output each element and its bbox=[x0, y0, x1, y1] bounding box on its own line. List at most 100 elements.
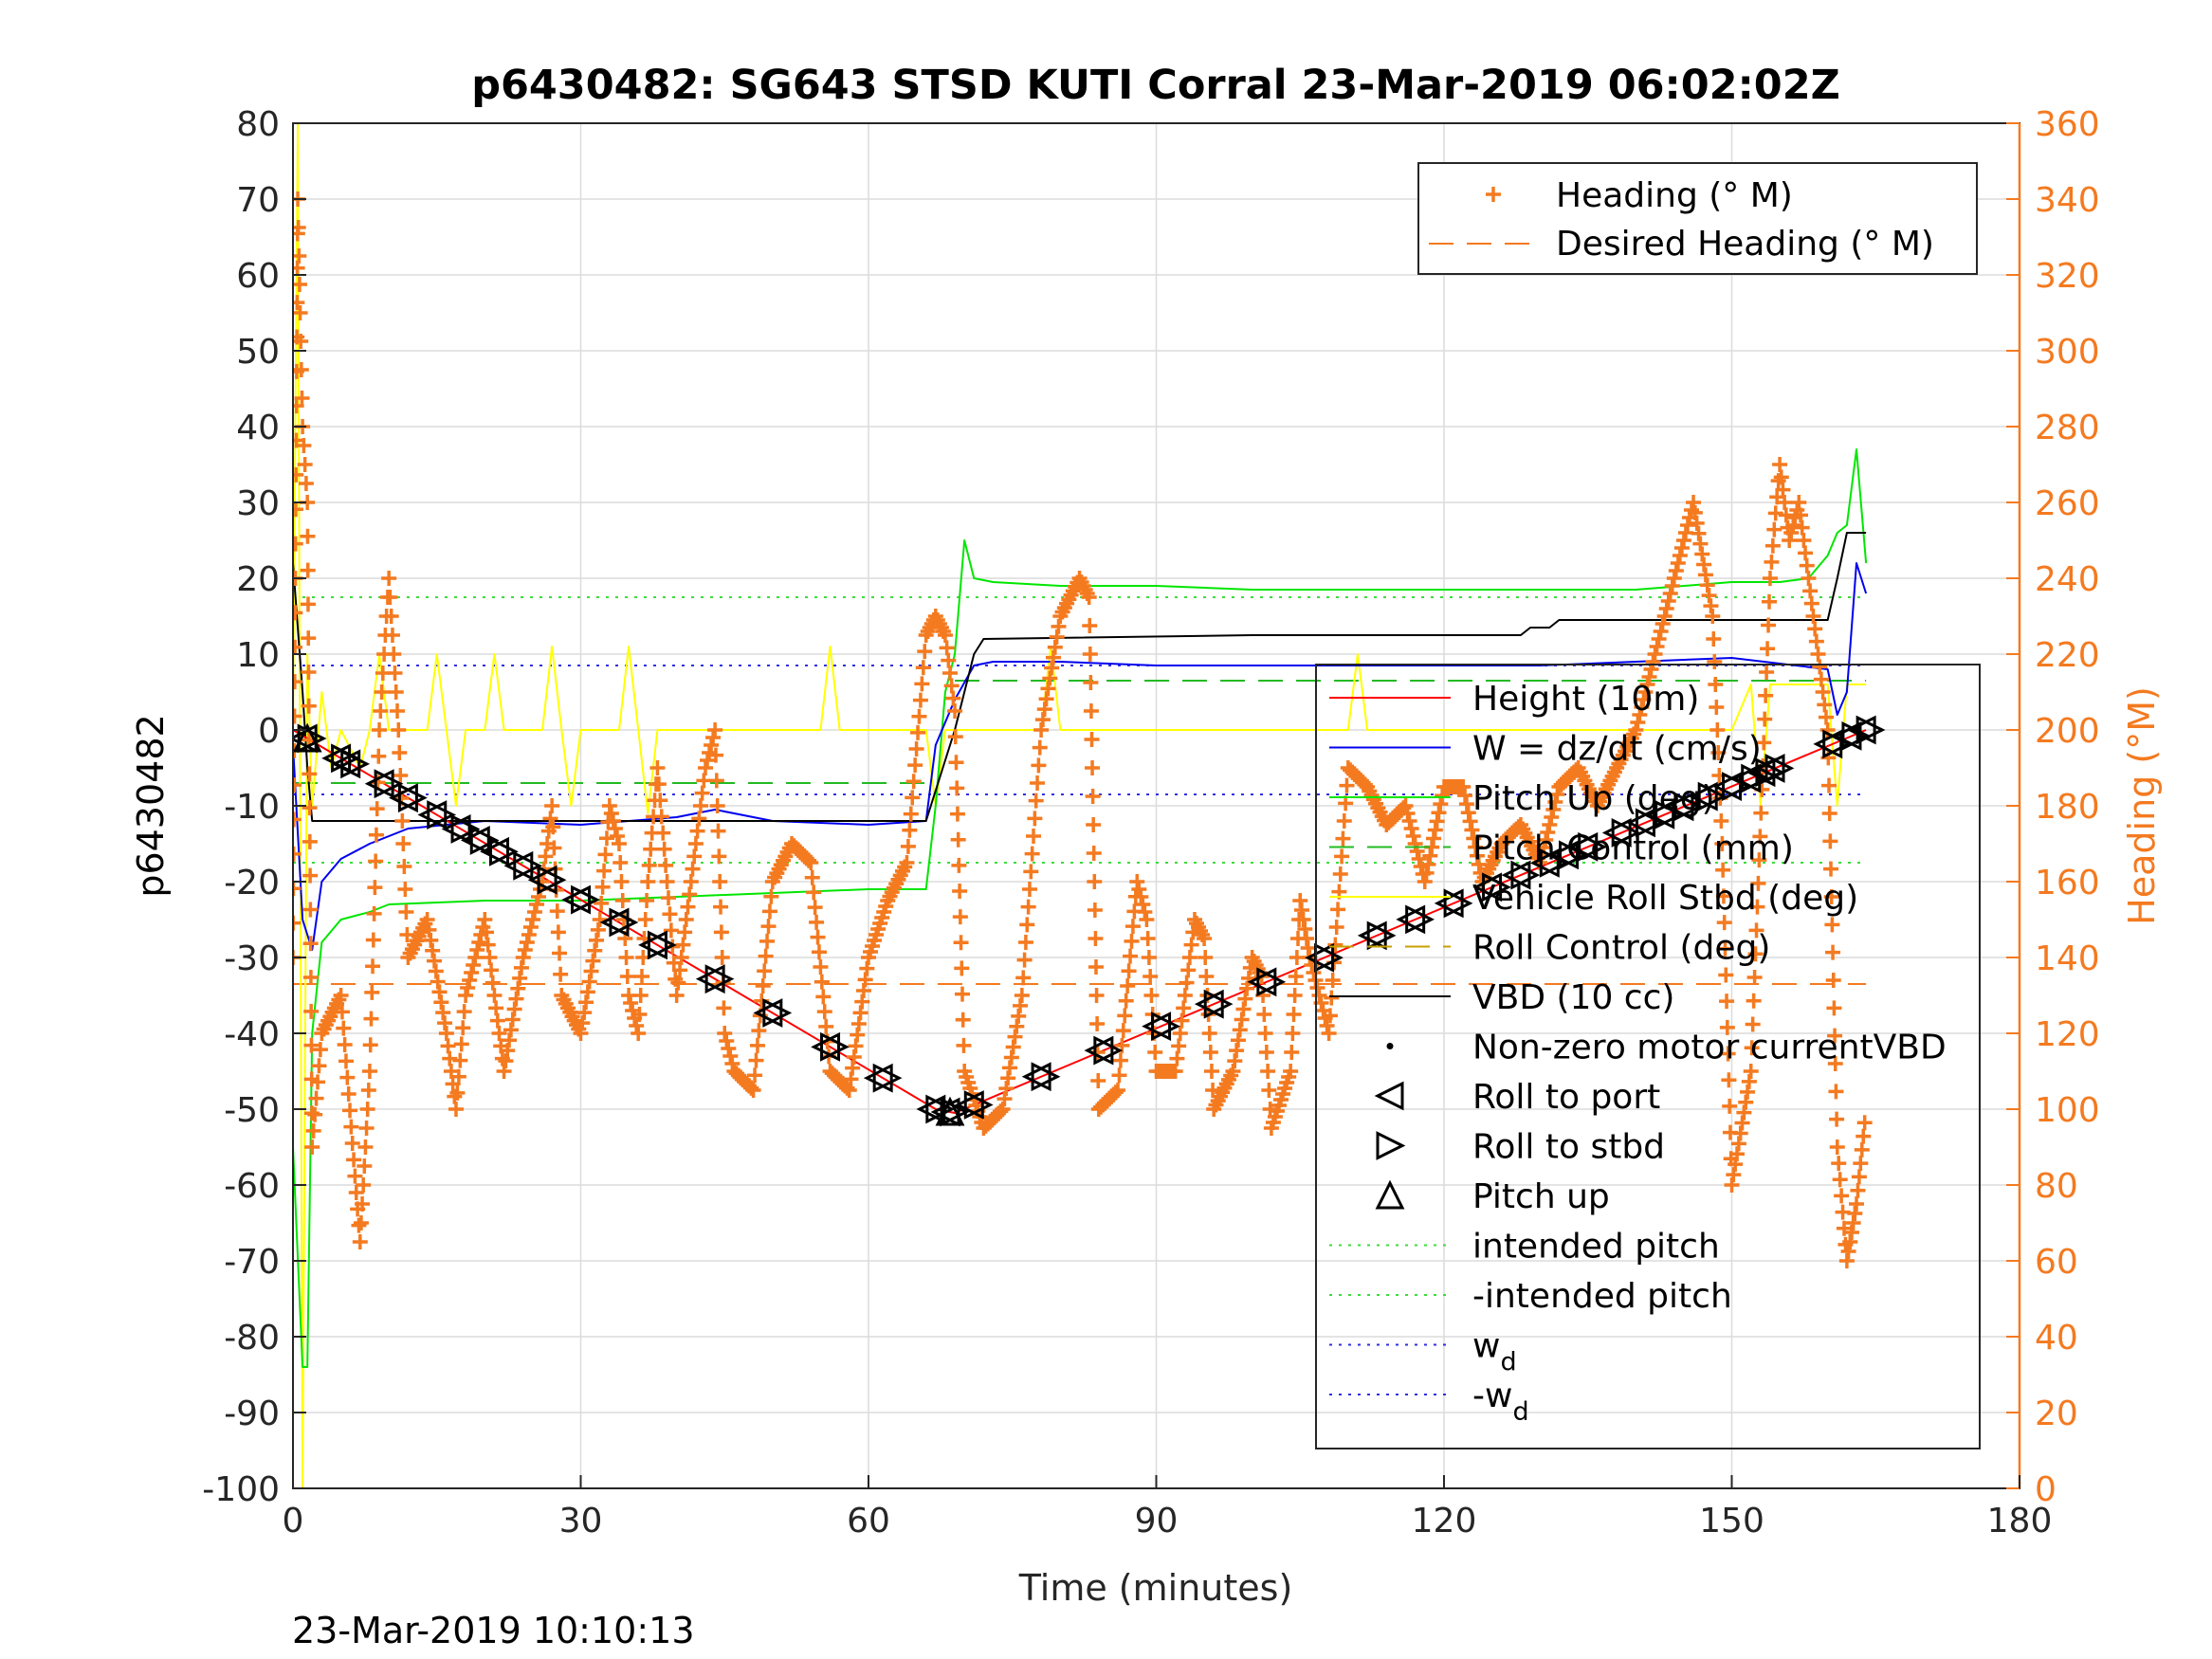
heading-marker bbox=[1740, 1084, 1756, 1100]
heading-marker bbox=[433, 994, 449, 1011]
heading-marker bbox=[612, 855, 629, 870]
heading-marker bbox=[298, 476, 314, 491]
heading-marker bbox=[1003, 1049, 1019, 1066]
heading-marker bbox=[810, 929, 826, 945]
heading-marker bbox=[1701, 588, 1717, 604]
legend-label-text: Vehicle Roll Stbd (deg) bbox=[1472, 879, 1858, 918]
heading-marker bbox=[498, 1053, 514, 1069]
heading-marker bbox=[1832, 1172, 1848, 1188]
heading-marker bbox=[1761, 617, 1777, 633]
heading-marker bbox=[294, 391, 310, 406]
heading-marker bbox=[629, 1018, 645, 1033]
y-tick-label-right: 200 bbox=[2035, 712, 2100, 751]
heading-marker bbox=[455, 1020, 471, 1036]
heading-marker bbox=[1829, 1111, 1845, 1127]
heading-marker bbox=[948, 755, 964, 771]
roll-to-port-marker bbox=[561, 884, 591, 915]
heading-marker bbox=[1137, 904, 1153, 920]
heading-marker bbox=[995, 1102, 1011, 1117]
heading-marker bbox=[1086, 846, 1102, 861]
x-tick-label: 120 bbox=[1412, 1502, 1477, 1540]
legend-label-text: Roll to stbd bbox=[1472, 1128, 1665, 1167]
heading-marker bbox=[1227, 1053, 1243, 1069]
heading-marker bbox=[365, 932, 381, 948]
heading-marker bbox=[1746, 993, 1762, 1009]
heading-marker bbox=[1856, 1128, 1872, 1144]
heading-marker bbox=[1014, 988, 1030, 1003]
heading-marker bbox=[1174, 1012, 1190, 1029]
heading-marker bbox=[1726, 1167, 1742, 1183]
heading-marker bbox=[549, 903, 565, 920]
heading-marker bbox=[293, 466, 304, 483]
roll-to-port-marker bbox=[460, 825, 490, 855]
heading-marker bbox=[1085, 760, 1101, 775]
heading-marker bbox=[1135, 897, 1151, 912]
heading-marker bbox=[1324, 990, 1340, 1006]
heading-marker bbox=[1670, 556, 1686, 571]
legend-label: Non-zero motor currentVBD bbox=[1472, 1029, 1947, 1067]
heading-marker bbox=[713, 924, 729, 940]
roll-to-port-marker bbox=[1688, 781, 1718, 811]
heading-marker bbox=[504, 1012, 521, 1028]
heading-marker bbox=[1829, 1139, 1845, 1155]
heading-marker bbox=[587, 942, 603, 958]
heading-marker bbox=[757, 963, 773, 979]
heading-marker bbox=[421, 921, 437, 938]
heading-marker bbox=[1718, 967, 1734, 983]
heading-marker bbox=[950, 831, 966, 848]
heading-marker bbox=[614, 893, 631, 908]
heading-marker bbox=[343, 1119, 359, 1135]
heading-marker bbox=[1757, 711, 1773, 727]
heading-marker bbox=[502, 1032, 518, 1048]
y-tick-label-right: 180 bbox=[2035, 788, 2100, 827]
y-axis-label-left: p6430482 bbox=[130, 714, 172, 897]
heading-marker bbox=[1458, 796, 1474, 812]
heading-marker bbox=[659, 874, 675, 889]
heading-marker bbox=[293, 777, 302, 793]
heading-marker bbox=[1335, 830, 1351, 847]
heading-marker bbox=[1831, 1156, 1847, 1172]
heading-marker bbox=[1759, 665, 1775, 681]
heading-marker bbox=[1124, 919, 1141, 935]
roll-to-port-marker bbox=[417, 800, 448, 830]
heading-marker bbox=[603, 806, 619, 821]
heading-marker bbox=[546, 840, 562, 856]
heading-marker bbox=[382, 590, 398, 605]
heading-marker bbox=[296, 438, 312, 453]
heading-marker bbox=[305, 1122, 321, 1139]
heading-marker bbox=[707, 747, 723, 763]
heading-marker bbox=[1286, 1007, 1302, 1022]
heading-marker bbox=[801, 852, 817, 868]
heading-marker bbox=[816, 1004, 832, 1020]
heading-marker bbox=[1234, 1012, 1250, 1028]
heading-marker bbox=[519, 935, 535, 950]
heading-marker bbox=[423, 932, 439, 948]
y-tick-label-right: 340 bbox=[2035, 181, 2100, 220]
heading-marker bbox=[597, 847, 613, 863]
heading-marker bbox=[479, 924, 495, 940]
legend-label: Height (10m) bbox=[1472, 680, 1699, 719]
heading-marker bbox=[1005, 1039, 1021, 1055]
heading-marker bbox=[1085, 789, 1101, 804]
heading-marker bbox=[488, 1000, 504, 1016]
heading-marker bbox=[914, 676, 930, 692]
roll-to-port-marker bbox=[1664, 792, 1694, 822]
heading-markers bbox=[293, 191, 1873, 1268]
roll-to-stbd-marker bbox=[1741, 763, 1771, 793]
heading-marker bbox=[1697, 567, 1713, 583]
heading-marker bbox=[1240, 970, 1256, 986]
heading-marker bbox=[1689, 515, 1705, 531]
roll-to-stbd-marker bbox=[1256, 967, 1287, 997]
heading-marker bbox=[1083, 675, 1099, 690]
heading-marker bbox=[1715, 862, 1731, 878]
heading-marker bbox=[1131, 882, 1147, 897]
heading-marker bbox=[755, 978, 771, 994]
heading-marker bbox=[1662, 586, 1678, 601]
heading-marker bbox=[372, 722, 388, 738]
heading-marker bbox=[398, 904, 414, 920]
x-axis-label: Time (minutes) bbox=[1018, 1567, 1293, 1609]
heading-marker bbox=[708, 773, 724, 789]
heading-marker bbox=[949, 780, 965, 796]
heading-marker bbox=[585, 953, 601, 969]
